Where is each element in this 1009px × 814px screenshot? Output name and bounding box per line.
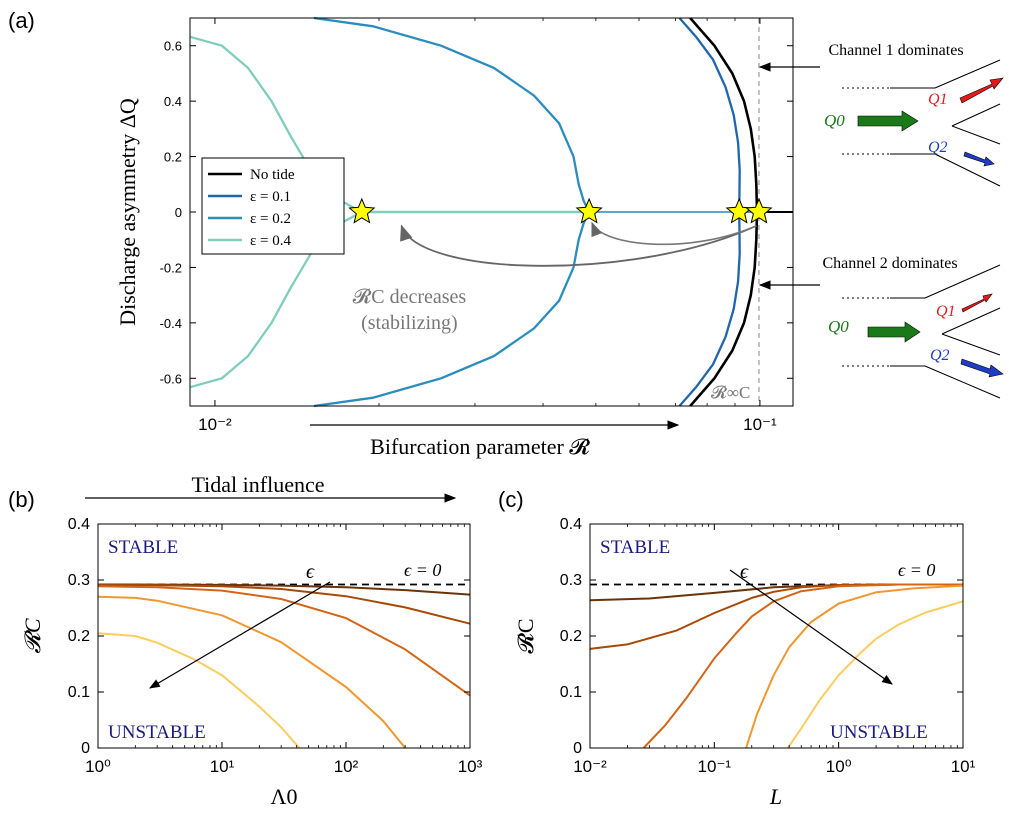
rc-decrease-arrow-long (400, 224, 757, 267)
y-tick-label-a-6: 0.6 (164, 39, 182, 54)
q0-label-bottom: Q0 (828, 317, 849, 336)
legend-label-3: ε = 0.4 (250, 233, 292, 249)
eps-label-b: ϵ (306, 561, 315, 583)
q1-red-arrow-bottom (961, 293, 993, 313)
q2-blue-arrow (963, 151, 995, 167)
stabilizing-label: (stabilizing) (361, 312, 458, 334)
y-tick-label-b-1: 0.1 (68, 684, 90, 701)
x-tick-label-c-3: 10¹ (951, 757, 976, 776)
q2-label-bottom: Q2 (930, 347, 950, 364)
series-b-1 (97, 584, 471, 625)
eps-arrow-b (149, 581, 331, 689)
rc-inf-label: 𝓡∞C (711, 383, 750, 402)
q0-green-arrow (857, 110, 919, 132)
y-tick-label-a-1: -0.4 (160, 316, 182, 331)
series-eps-0-1-upper (678, 17, 741, 213)
channel-diagram-bottom: Channel 2 dominates Q0 Q1 Q2 (758, 255, 1004, 399)
legend: No tide ε = 0.1 ε = 0.2 ε = 0.4 (201, 157, 345, 255)
x-tick-label-a-1: 10⁻¹ (743, 415, 777, 434)
unstable-label-c: UNSTABLE (830, 722, 928, 743)
legend-label-2: ε = 0.2 (250, 211, 291, 227)
series-eps-0-2-lower (313, 211, 591, 408)
q1-red-arrow (959, 77, 1004, 104)
unstable-label-b: UNSTABLE (108, 722, 206, 743)
q2-blue-arrow-bottom (960, 358, 1004, 378)
y-tick-label-a-3: 0 (175, 205, 182, 220)
y-axis-label-b: 𝓡C (20, 618, 45, 654)
q0-label-top: Q0 (824, 111, 845, 130)
rc-decrease-arrow-short (591, 221, 757, 246)
axes-frame-b (97, 523, 471, 749)
y-tick-label-b-2: 0.2 (68, 628, 90, 645)
bifurcation-star-0 (348, 197, 376, 224)
panel-label-c: (c) (498, 487, 524, 512)
q2-label-top: Q2 (928, 139, 948, 156)
x-tick-label-a-0: 10⁻² (198, 415, 232, 434)
y-tick-label-c-2: 0.2 (560, 628, 582, 645)
y-axis-label-c: 𝓡C (513, 618, 538, 653)
stable-label-b: STABLE (108, 537, 178, 558)
y-tick-label-a-4: 0.2 (164, 150, 182, 165)
channel-diagram-top: Channel 1 dominates Q0 Q1 Q2 (758, 42, 1004, 187)
series-eps-0-1-lower (678, 211, 741, 407)
y-tick-label-c-4: 0.4 (560, 516, 582, 533)
stable-label-c: STABLE (600, 537, 670, 558)
series-c-4 (786, 600, 964, 749)
y-tick-label-c-1: 0.1 (560, 684, 582, 701)
x-axis-label-c: L (769, 784, 782, 809)
y-axis-label-a: Discharge asymmetry ΔQ (115, 98, 140, 326)
rc-decrease-label: 𝓡C decreases (353, 286, 467, 308)
panel-label-b: (b) (8, 487, 35, 512)
x-tick-label-b-1: 10¹ (210, 757, 235, 776)
x-tick-label-c-2: 10⁰ (826, 757, 852, 776)
q1-label-bottom: Q1 (936, 303, 956, 320)
bifurcation-star-3 (745, 197, 773, 224)
x-tick-label-b-2: 10² (334, 757, 359, 776)
panel-b-chart: 10⁰ 10¹ 10² 10³ 0 0.1 0.2 0.3 0.4 (68, 516, 483, 776)
y-tick-label-a-0: -0.6 (160, 371, 182, 386)
eps-arrow-c (729, 569, 893, 685)
series-b-2 (97, 585, 471, 697)
q0-green-arrow-bottom (867, 321, 921, 343)
y-tick-label-a-2: -0.2 (160, 260, 182, 275)
ref-label-b: ϵ = 0 (404, 560, 441, 580)
y-tick-label-b-0: 0 (81, 740, 90, 757)
legend-label-0: No tide (250, 167, 295, 183)
x-tick-label-c-1: 10⁻¹ (698, 757, 732, 776)
axes-frame-a (189, 17, 794, 407)
panel-label-a: (a) (8, 8, 35, 33)
panel-c-chart: 10⁻² 10⁻¹ 10⁰ 10¹ 0 0.1 0.2 0.3 0.4 (560, 516, 976, 776)
x-tick-label-b-0: 10⁰ (85, 757, 111, 776)
panel-a-chart: 𝓡∞C 𝓡C decreases (stabilizing) 10⁻² 10⁻¹ -0.… (160, 16, 794, 434)
axes-frame-c (589, 523, 964, 749)
channel2-label: Channel 2 dominates (822, 255, 957, 272)
channel1-label: Channel 1 dominates (828, 42, 963, 59)
q1-label-top: Q1 (928, 91, 948, 108)
y-tick-label-c-3: 0.3 (560, 572, 582, 589)
tidal-influence-label: Tidal influence (192, 472, 325, 497)
series-eps-0-2-upper (313, 16, 591, 213)
series-c-2 (642, 583, 963, 749)
eps-label-c: ϵ (740, 561, 749, 583)
x-tick-label-b-3: 10³ (458, 757, 483, 776)
bifurcation-star-1 (575, 197, 603, 224)
series-c-3 (745, 584, 964, 749)
series-b-4 (97, 632, 301, 749)
y-tick-label-b-3: 0.3 (68, 572, 90, 589)
x-axis-label-a: Bifurcation parameter 𝓡 (370, 434, 590, 459)
y-tick-label-c-0: 0 (573, 740, 582, 757)
ref-label-c: ϵ = 0 (898, 560, 935, 580)
legend-label-1: ε = 0.1 (250, 189, 291, 205)
x-axis-label-b: Λ0 (271, 784, 298, 809)
x-tick-label-c-0: 10⁻² (573, 757, 607, 776)
series-c-1 (589, 583, 963, 650)
y-tick-label-a-5: 0.4 (164, 94, 182, 109)
y-tick-label-b-4: 0.4 (68, 516, 90, 533)
